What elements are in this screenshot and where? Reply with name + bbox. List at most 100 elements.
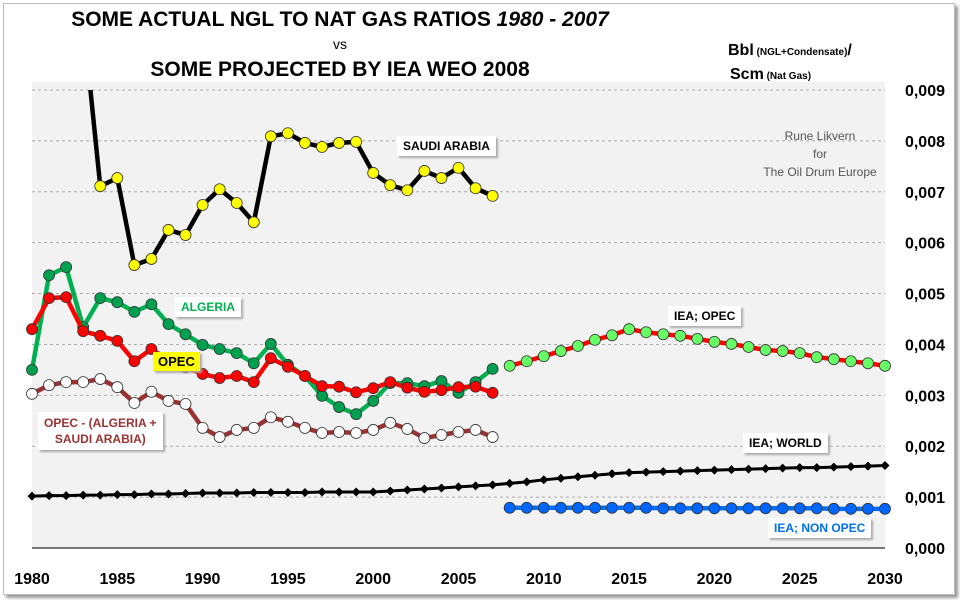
series-iea-world-point [436, 483, 446, 493]
series-iea-opec-point [810, 351, 823, 364]
series-opec-algeria-saudi-arabia-line [30, 376, 494, 441]
series-opec-algeria-saudi-arabia-point [435, 429, 448, 441]
series-iea-world-point [812, 463, 822, 473]
series-iea-opec-point [725, 338, 738, 350]
series-opec-point [469, 380, 482, 393]
series-opec-algeria-saudi-arabia-point [247, 422, 260, 434]
series-opec-point [60, 291, 73, 304]
series-iea-non-opec-point [572, 501, 584, 514]
series-saudi-arabia-point [213, 183, 226, 196]
series-iea-world-point [709, 465, 719, 475]
series-opec-point [111, 334, 124, 347]
series-iea-opec-point [691, 332, 704, 345]
series-saudi-arabia-point [367, 167, 380, 179]
series-algeria-point [350, 408, 363, 421]
series-saudi-arabia-point [247, 216, 260, 229]
series-iea-world-point [726, 465, 736, 475]
chart-title-vs: vs [333, 36, 347, 52]
series-iea-world-point [334, 487, 344, 497]
series-iea-opec-point [844, 355, 857, 368]
series-opec-point [247, 376, 260, 389]
series-algeria-line [29, 264, 494, 417]
ylabel-ngl: (NGL+Condensate) [753, 47, 848, 58]
series-opec-algeria-saudi-arabia-point [43, 379, 55, 392]
y-axis-label-line1: Bbl (NGL+Condensate)/ [728, 42, 852, 60]
series-saudi-arabia-point [384, 179, 397, 192]
series-iea-world-point [692, 466, 702, 476]
series-saudi-arabia-point [333, 137, 345, 149]
series-iea-world-point [778, 463, 788, 473]
series-iea-world-point [795, 463, 805, 473]
series-iea-opec-point [640, 326, 653, 339]
series-saudi-arabia-point [281, 127, 294, 140]
series-iea-opec-point [879, 359, 891, 372]
series-opec-algeria-saudi-arabia-point [350, 427, 363, 439]
ylabel-slash: / [847, 42, 852, 59]
x-tick-label: 1995 [270, 571, 306, 588]
series-iea-non-opec-point [520, 501, 533, 514]
y-tick-label: 0,000 [905, 541, 945, 558]
series-opec-algeria-saudi-arabia-point [26, 387, 38, 400]
series-iea-world-point [351, 487, 361, 497]
label-opec: OPEC [153, 352, 200, 371]
series-opec-algeria-saudi-arabia-point [77, 376, 90, 389]
series-iea-non-opec-point [708, 502, 721, 515]
series-algeria-point [247, 357, 260, 370]
series-iea-world-point [163, 489, 173, 499]
series-opec-algeria-saudi-arabia-point [60, 376, 73, 389]
series-saudi-arabia-point [486, 189, 499, 202]
series-saudi-arabia-point [179, 229, 192, 241]
series-iea-opec-point [572, 340, 584, 352]
series-iea-non-opec-point [554, 501, 567, 514]
series-opec-point [418, 385, 431, 398]
series-algeria-point [60, 261, 73, 273]
series-opec-algeria-saudi-arabia-point [264, 411, 277, 424]
series-opec-point [43, 292, 55, 305]
series-algeria-point [486, 362, 499, 375]
series-iea-world-point [556, 473, 566, 483]
series-saudi-arabia-point [145, 253, 158, 265]
series-saudi-arabia-point [435, 172, 448, 184]
series-saudi-arabia-point [230, 197, 243, 209]
series-iea-opec-point [862, 357, 874, 370]
series-iea-world-point [505, 478, 515, 488]
label-saudi-arabia: SAUDI ARABIA [397, 136, 496, 156]
label-iea-non-opec: IEA; NON OPEC [768, 518, 872, 538]
y-tick-label: 0,002 [905, 439, 945, 456]
series-opec-point [452, 381, 465, 394]
series-iea-world-point [300, 488, 310, 498]
series-opec-algeria-saudi-arabia-point [486, 431, 499, 443]
series-iea-world-point [198, 488, 208, 498]
series-iea-opec-point [657, 328, 670, 341]
series-iea-world-point [385, 486, 395, 496]
series-iea-non-opec-point [537, 501, 550, 514]
series-iea-world-point [829, 462, 839, 472]
x-tick-label: 1985 [100, 571, 136, 588]
series-iea-world-point [658, 467, 668, 477]
series-iea-non-opec-point [606, 501, 618, 514]
series-iea-world-point [95, 490, 105, 500]
credit-org: The Oil Drum Europe [763, 165, 877, 179]
series-iea-world-point [317, 487, 327, 497]
series-opec-point [350, 386, 363, 399]
series-iea-world-point [27, 491, 37, 501]
series-saudi-arabia-point [401, 184, 414, 197]
series-iea-world-point [590, 470, 600, 480]
series-opec-point [486, 386, 499, 399]
series-opec-algeria-saudi-arabia-point [299, 422, 311, 434]
series-iea-opec-point [537, 350, 550, 363]
series-iea-non-opec-point [691, 502, 704, 515]
y-tick-label: 0,008 [905, 134, 945, 151]
series-algeria-point [128, 305, 141, 318]
series-opec-algeria-saudi-arabia-point [128, 397, 141, 409]
label-opec-minus-line1: OPEC - (ALGERIA + [44, 416, 157, 430]
series-iea-world-point [129, 490, 139, 500]
series-saudi-arabia-point [299, 137, 311, 149]
y-tick-label: 0,005 [905, 287, 945, 304]
series-iea-world-point [402, 485, 412, 495]
credit-for: for [812, 147, 827, 161]
x-tick-label: 2020 [697, 571, 733, 588]
series-iea-world-point [215, 488, 225, 498]
series-opec-algeria-saudi-arabia-point [179, 398, 192, 410]
series-opec-algeria-saudi-arabia-point [316, 427, 328, 439]
